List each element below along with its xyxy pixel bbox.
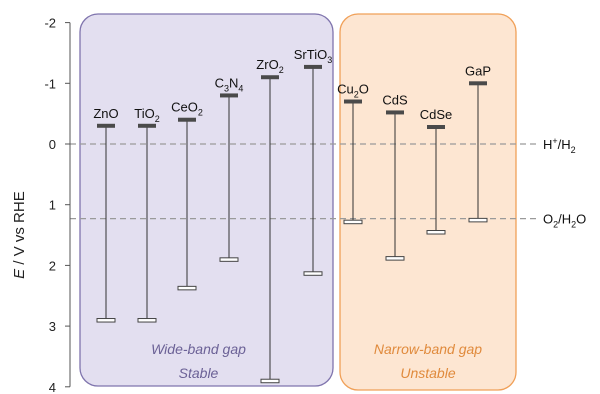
material-label: Cu2​O bbox=[337, 82, 369, 100]
group-box-1 bbox=[339, 13, 517, 391]
conduction-band-edge bbox=[427, 125, 445, 130]
material-label: CdS bbox=[382, 92, 408, 107]
valence-band-edge bbox=[468, 217, 488, 223]
reference-potentials: H+​/H2​ O2​/H2​O bbox=[70, 136, 586, 230]
y-tick-label: 3 bbox=[49, 319, 56, 334]
y-tick-label: 2 bbox=[49, 258, 56, 273]
material-label: GaP bbox=[465, 63, 491, 78]
material-label: SrTiO3​ bbox=[294, 47, 332, 65]
conduction-band-edge bbox=[261, 75, 279, 80]
material-label: CdSe bbox=[420, 107, 453, 122]
material-label: ZnO bbox=[93, 106, 118, 121]
material-groups: Wide-band gap Stable Narrow-band gap Unstab… bbox=[79, 13, 517, 391]
valence-band-edge bbox=[385, 256, 405, 261]
y-tick-label: 0 bbox=[49, 137, 56, 152]
conduction-band-edge bbox=[97, 123, 115, 128]
conduction-band-edge bbox=[344, 99, 362, 104]
valence-band-edge bbox=[343, 219, 363, 225]
reference-label: O2​/H2​O bbox=[543, 212, 586, 230]
reference-label: H+​/H2​ bbox=[543, 136, 576, 155]
valence-band-edge bbox=[260, 378, 280, 384]
material-label: TiO2​ bbox=[134, 106, 159, 124]
valence-band-edge bbox=[219, 257, 239, 262]
group-label-line: Wide-band gap bbox=[151, 341, 246, 357]
group-label-line: Stable bbox=[179, 365, 219, 381]
group-label-line: Narrow-band gap bbox=[374, 341, 482, 357]
conduction-band-edge bbox=[220, 93, 238, 98]
conduction-band-edge bbox=[386, 110, 404, 115]
valence-band-edge bbox=[137, 318, 157, 323]
valence-band-edge bbox=[303, 271, 323, 276]
valence-band-edge bbox=[426, 230, 446, 235]
y-tick-label: -2 bbox=[44, 16, 56, 31]
group-box-0 bbox=[79, 13, 334, 387]
material-label: ZrO2​ bbox=[256, 57, 283, 75]
y-axis: -2 -1 0 1 2 3 4 E / V vs RHE bbox=[11, 16, 71, 394]
conduction-band-edge bbox=[178, 117, 196, 122]
y-tick-label: 1 bbox=[49, 198, 56, 213]
material-label: CeO2​ bbox=[171, 100, 203, 118]
conduction-band-edge bbox=[138, 123, 156, 128]
group-label-line: Unstable bbox=[400, 365, 455, 381]
conduction-band-edge bbox=[304, 64, 322, 69]
valence-band-edge bbox=[96, 318, 116, 323]
y-tick-label: -1 bbox=[44, 76, 56, 91]
conduction-band-edge bbox=[469, 81, 487, 86]
material-label: C3​N4​ bbox=[215, 75, 244, 93]
y-axis-title: E / V vs RHE bbox=[11, 191, 28, 279]
valence-band-edge bbox=[177, 285, 197, 291]
y-tick-label: 4 bbox=[49, 380, 56, 394]
band-bars: ZnO TiO2​ CeO2​ C3​N4​ ZrO2​ SrTiO3​ Cu2​O CdS C… bbox=[93, 47, 491, 384]
